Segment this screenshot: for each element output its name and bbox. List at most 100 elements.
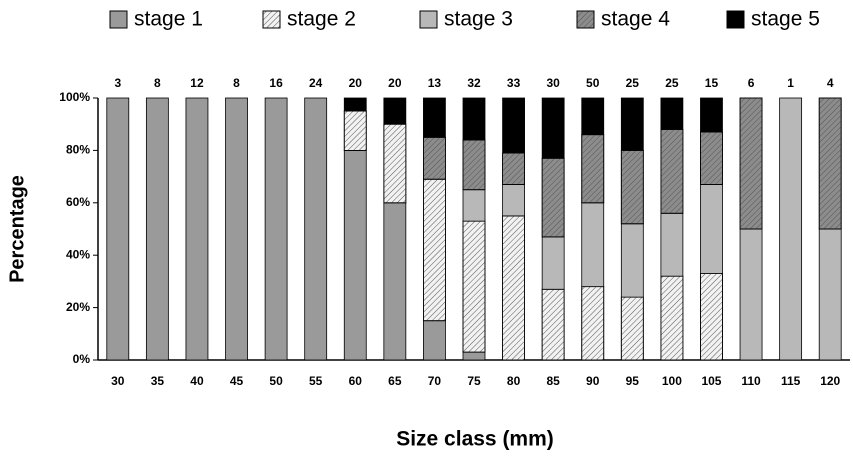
count-label: 24 <box>309 76 323 90</box>
bar-hatch <box>541 288 565 361</box>
bar-segment <box>660 212 684 277</box>
legend-label: stage 4 <box>601 8 670 31</box>
count-label: 16 <box>269 76 283 90</box>
bar-segment <box>462 97 486 141</box>
bar-segment <box>462 351 486 361</box>
x-tick-label: 55 <box>309 374 323 388</box>
bar-hatch <box>462 220 486 353</box>
bar-hatch <box>462 139 486 191</box>
x-tick-label: 35 <box>151 374 165 388</box>
bar-segment <box>185 97 209 361</box>
x-tick-label: 75 <box>467 374 481 388</box>
bar-segment <box>304 97 328 361</box>
y-tick-label: 40% <box>66 247 90 261</box>
legend-hatch <box>262 10 281 29</box>
bar-segment <box>620 97 644 151</box>
count-label: 15 <box>705 76 719 90</box>
bar-segment <box>423 97 446 138</box>
legend-swatch <box>419 10 438 29</box>
bar-hatch <box>383 123 407 204</box>
x-tick-label: 95 <box>626 374 640 388</box>
count-label: 33 <box>507 76 521 90</box>
bar-hatch <box>620 296 644 361</box>
x-tick-label: 90 <box>586 374 600 388</box>
bar-segment <box>383 202 407 361</box>
count-label: 8 <box>154 76 161 90</box>
x-tick-label: 115 <box>781 374 801 388</box>
bar-hatch <box>700 273 723 361</box>
bar-hatch <box>818 97 842 230</box>
bar-hatch <box>660 275 684 361</box>
bar-hatch <box>581 134 605 204</box>
count-label: 25 <box>626 76 640 90</box>
bar-segment <box>343 149 367 361</box>
bar-segment <box>779 97 803 361</box>
bar-hatch <box>423 178 446 322</box>
count-label: 12 <box>190 76 204 90</box>
x-tick-label: 60 <box>349 374 363 388</box>
count-label: 25 <box>665 76 679 90</box>
count-label: 20 <box>388 76 402 90</box>
legend-hatch <box>576 10 595 29</box>
bar-hatch <box>343 110 367 151</box>
bar-segment <box>700 184 723 274</box>
bar-hatch <box>541 157 565 238</box>
legend-label: stage 1 <box>134 8 203 31</box>
x-tick-label: 45 <box>230 374 244 388</box>
bar-segment <box>660 97 684 130</box>
bar-segment <box>383 97 407 125</box>
y-axis-title: Percentage <box>6 175 28 283</box>
bar-hatch <box>423 136 446 180</box>
count-label: 32 <box>467 76 481 90</box>
legend-label: stage 2 <box>287 8 356 31</box>
bar-segment <box>541 236 565 290</box>
bar-segment <box>502 184 525 217</box>
count-label: 4 <box>827 76 834 90</box>
bar-hatch <box>581 286 605 361</box>
x-tick-label: 65 <box>388 374 402 388</box>
x-tick-label: 120 <box>820 374 840 388</box>
x-tick-label: 80 <box>507 374 521 388</box>
count-label: 6 <box>748 76 755 90</box>
x-tick-label: 85 <box>546 374 560 388</box>
x-tick-label: 70 <box>428 374 442 388</box>
bar-segment <box>581 202 605 288</box>
bar-hatch <box>700 131 723 185</box>
count-label: 30 <box>546 76 560 90</box>
bar-segment <box>502 97 525 154</box>
bar-hatch <box>502 215 525 361</box>
bar-segment <box>541 97 565 159</box>
bar-segment <box>343 97 367 112</box>
bar-segment <box>423 320 446 361</box>
x-tick-label: 40 <box>190 374 204 388</box>
y-tick-label: 0% <box>73 352 91 366</box>
bar-segment <box>225 97 248 361</box>
x-tick-label: 30 <box>111 374 125 388</box>
bar-hatch <box>620 149 644 225</box>
legend-label: stage 5 <box>751 8 820 31</box>
x-tick-label: 50 <box>269 374 283 388</box>
legend-swatch <box>726 10 745 29</box>
legend-swatch <box>109 10 128 29</box>
y-tick-label: 20% <box>66 300 90 314</box>
bar-segment <box>264 97 288 361</box>
y-tick-label: 60% <box>66 195 90 209</box>
bar-segment <box>145 97 169 361</box>
x-tick-label: 105 <box>701 374 721 388</box>
bar-segment <box>462 189 486 222</box>
bar-segment <box>700 97 723 133</box>
count-label: 8 <box>233 76 240 90</box>
bar-segment <box>818 228 842 361</box>
count-label: 13 <box>428 76 442 90</box>
legend-label: stage 3 <box>444 8 513 31</box>
count-label: 50 <box>586 76 600 90</box>
count-label: 20 <box>349 76 363 90</box>
bar-segment <box>620 223 644 298</box>
bar-hatch <box>502 152 525 185</box>
y-tick-label: 100% <box>59 90 90 104</box>
x-tick-label: 110 <box>741 374 761 388</box>
bar-segment <box>106 97 130 361</box>
bar-hatch <box>739 97 763 230</box>
bar-segment <box>581 97 605 136</box>
